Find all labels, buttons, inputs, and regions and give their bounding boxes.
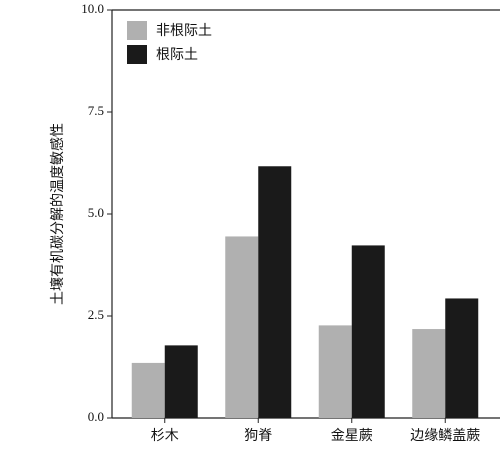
legend-label: 根际土 — [156, 47, 198, 63]
bar — [164, 345, 198, 418]
bar — [445, 298, 479, 418]
bar — [225, 236, 259, 418]
bar — [131, 362, 165, 418]
y-tick-label: 7.5 — [88, 103, 104, 118]
legend-swatch — [127, 45, 147, 64]
y-tick-label: 10.0 — [81, 1, 104, 16]
x-tick-label: 杉木 — [151, 428, 179, 444]
bar — [412, 329, 446, 418]
y-axis-label: 土壤有机碳分解的温度敏感性 — [49, 123, 66, 305]
bar — [258, 166, 292, 418]
legend-label: 非根际土 — [156, 23, 212, 39]
bar — [318, 325, 352, 418]
y-tick-label: 0.0 — [88, 409, 104, 424]
y-tick-label: 5.0 — [88, 205, 104, 220]
x-tick-label: 边缘鳞盖蕨 — [410, 428, 480, 444]
x-tick-label: 狗脊 — [244, 428, 272, 444]
x-tick-label: 金星蕨 — [331, 428, 373, 444]
bar — [351, 245, 385, 418]
legend-swatch — [127, 21, 147, 40]
y-tick-label: 2.5 — [88, 307, 104, 322]
